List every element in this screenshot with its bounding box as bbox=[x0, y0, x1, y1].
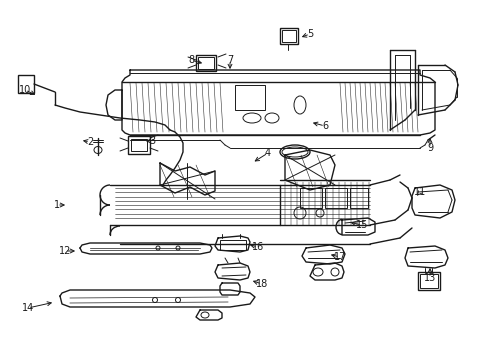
Text: 9: 9 bbox=[427, 143, 433, 153]
Text: 11: 11 bbox=[414, 187, 426, 197]
Text: 2: 2 bbox=[87, 137, 93, 147]
Text: 18: 18 bbox=[256, 279, 268, 289]
Text: 8: 8 bbox=[188, 55, 194, 65]
Bar bbox=[128, 136, 150, 154]
Text: 1: 1 bbox=[54, 200, 60, 210]
Bar bbox=[418, 272, 440, 290]
Bar bbox=[350, 188, 368, 208]
Bar bbox=[420, 274, 438, 288]
Bar bbox=[220, 240, 246, 250]
Text: 4: 4 bbox=[265, 148, 271, 158]
Bar bbox=[235, 85, 265, 110]
Text: 14: 14 bbox=[22, 303, 34, 313]
Bar bbox=[280, 28, 298, 44]
Text: 7: 7 bbox=[227, 55, 233, 65]
Bar bbox=[18, 75, 34, 93]
Bar bbox=[325, 188, 347, 208]
Bar bbox=[300, 188, 322, 208]
Text: 15: 15 bbox=[356, 220, 368, 230]
Text: 16: 16 bbox=[252, 242, 264, 252]
Text: 5: 5 bbox=[307, 29, 313, 39]
Text: 3: 3 bbox=[149, 136, 155, 146]
Bar bbox=[196, 55, 216, 71]
Text: 17: 17 bbox=[334, 252, 346, 262]
Bar bbox=[198, 57, 214, 69]
Text: 10: 10 bbox=[19, 85, 31, 95]
Bar bbox=[282, 30, 296, 42]
Text: 13: 13 bbox=[424, 273, 436, 283]
Text: 12: 12 bbox=[59, 246, 71, 256]
Bar bbox=[131, 139, 147, 151]
Text: 6: 6 bbox=[322, 121, 328, 131]
